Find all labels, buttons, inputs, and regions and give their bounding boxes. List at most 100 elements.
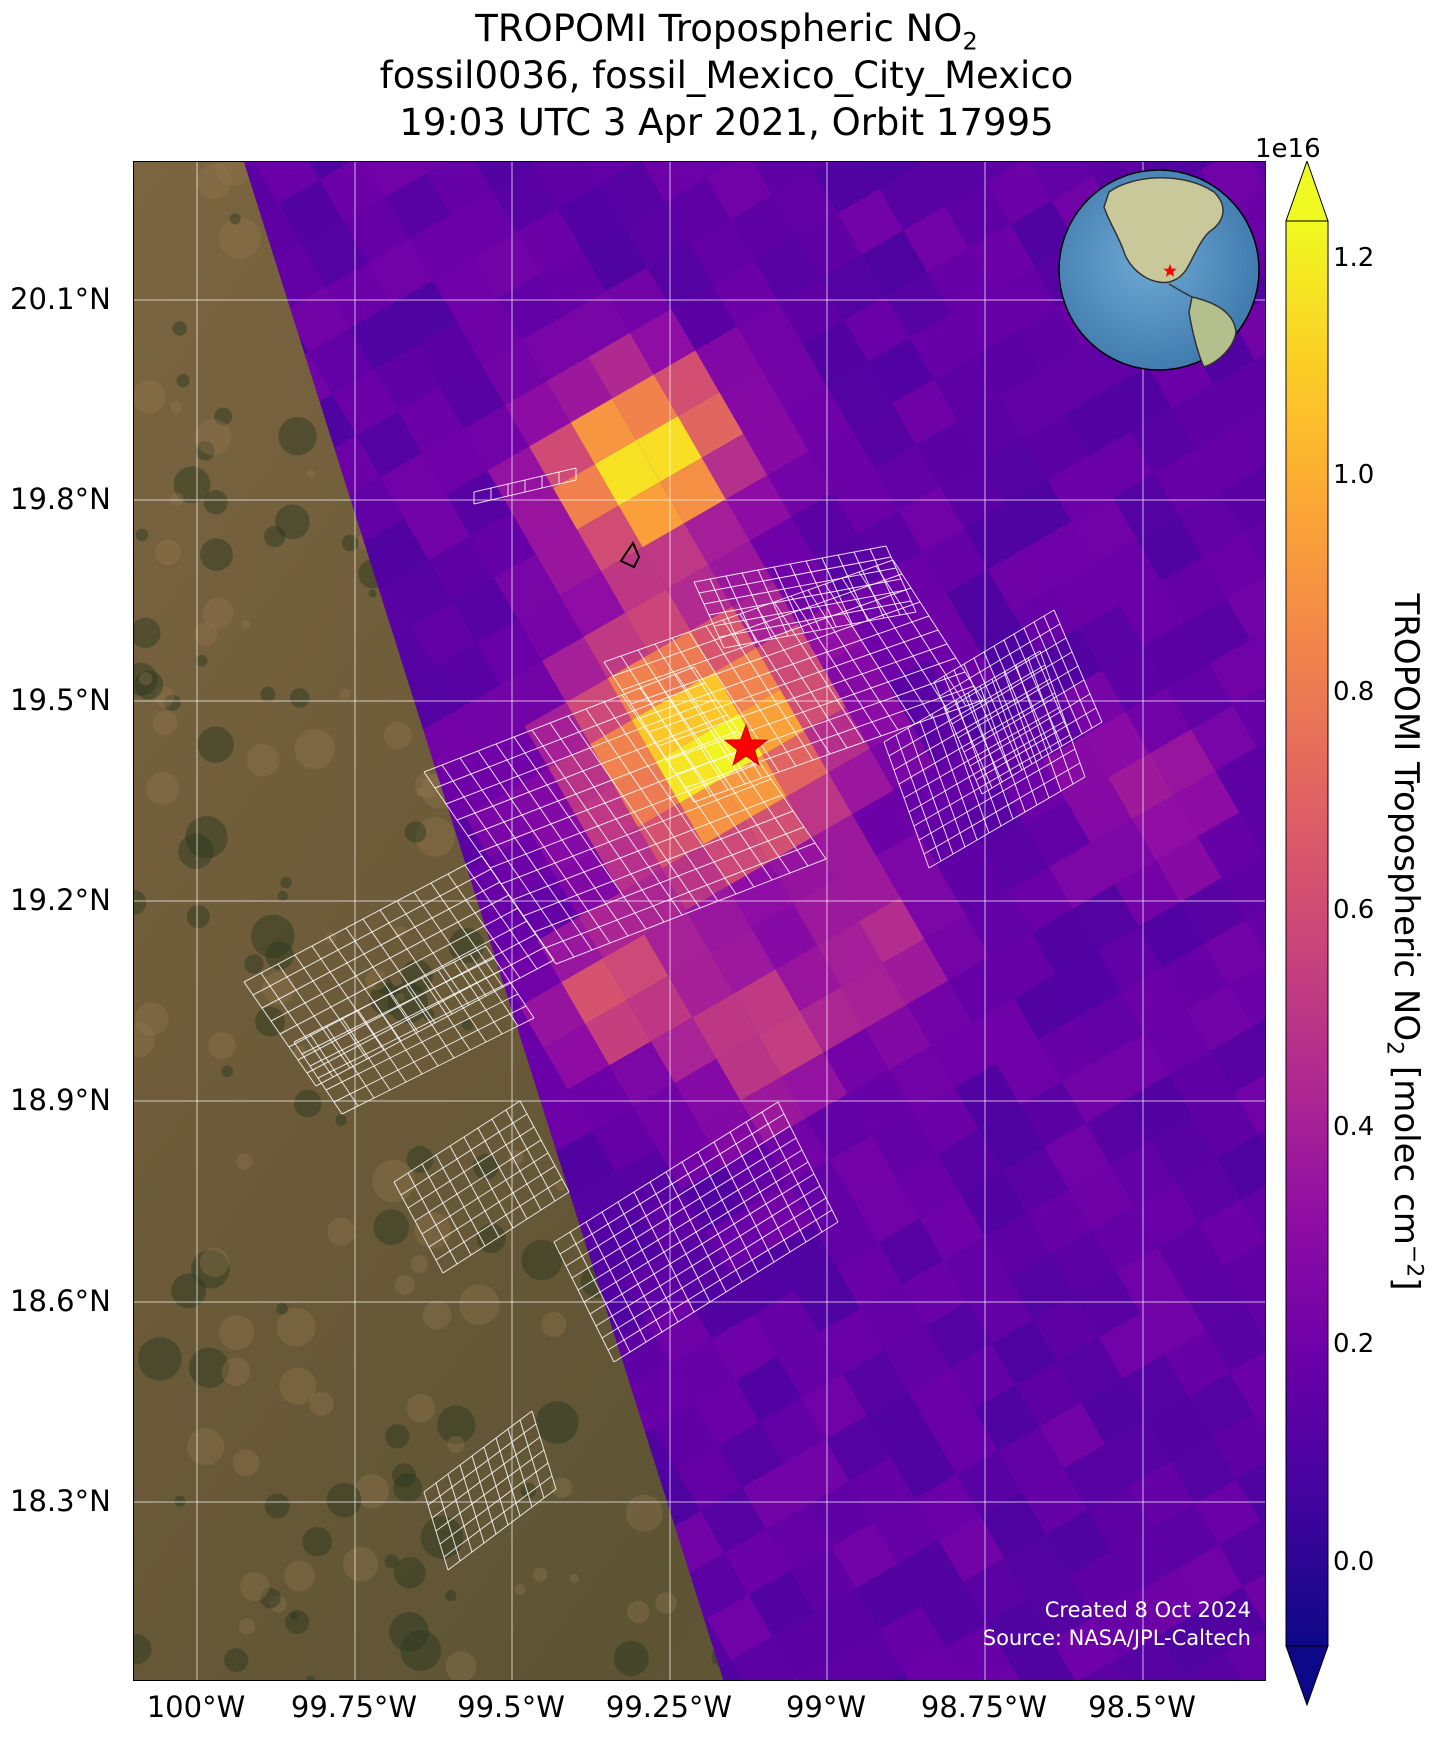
- no2-pixel: [826, 361, 893, 428]
- no2-pixel: [940, 462, 1006, 528]
- sounding-grid-line: [928, 776, 1086, 869]
- no2-pixel: [1071, 497, 1137, 564]
- no2-pixel: [567, 1065, 634, 1131]
- no2-pixel: [1149, 729, 1216, 795]
- sounding-grid-line: [967, 692, 1014, 820]
- no2-pixel: [823, 1028, 890, 1095]
- terrain-patch: [174, 1495, 186, 1507]
- no2-pixel: [938, 1516, 1005, 1582]
- terrain-patch: [246, 743, 280, 777]
- sounding-grid-line: [1003, 671, 1050, 799]
- no2-pixel: [1153, 1503, 1219, 1569]
- no2-pixel: [999, 372, 1065, 439]
- no2-pixel: [734, 969, 800, 1035]
- sounding-grid-line: [684, 685, 975, 789]
- no2-pixel: [1204, 919, 1265, 986]
- no2-pixel: [1192, 1092, 1259, 1158]
- no2-pixel: [916, 420, 982, 487]
- no2-pixel: [753, 1290, 819, 1357]
- terrain-patch: [171, 1273, 206, 1309]
- terrain-patch: [241, 619, 251, 629]
- sounding-grid-line: [423, 666, 695, 773]
- no2-pixel: [1191, 705, 1257, 771]
- no2-pixel: [854, 1177, 920, 1243]
- no2-pixel: [712, 260, 779, 327]
- no2-pixel: [684, 499, 750, 565]
- no2-pixel: [892, 379, 958, 445]
- no2-pixel: [433, 256, 499, 322]
- no2-pixel: [898, 486, 965, 552]
- no2-pixel: [961, 1170, 1027, 1237]
- no2-pixel: [1105, 1420, 1171, 1486]
- no2-pixel: [1143, 622, 1209, 688]
- terrain-patch: [326, 1482, 362, 1518]
- credit-created: Created 8 Oct 2024: [1044, 1598, 1251, 1622]
- sounding-grid-line: [511, 794, 783, 901]
- no2-pixel: [784, 385, 851, 452]
- no2-pixel: [1213, 359, 1265, 426]
- no2-pixel: [808, 427, 875, 493]
- terrain-patch: [626, 1600, 650, 1624]
- terrain-patch: [236, 1153, 253, 1170]
- terrain-patch: [191, 1249, 230, 1289]
- no2-pixel: [748, 1570, 815, 1637]
- no2-pixel: [1228, 961, 1265, 1027]
- no2-pixel: [1119, 580, 1185, 647]
- no2-pixel: [1106, 366, 1172, 432]
- no2-pixel: [791, 492, 857, 559]
- terrain-patch: [186, 905, 210, 929]
- sounding-grid-line: [723, 611, 917, 649]
- sounding-grid-line: [648, 629, 939, 733]
- sounding-grid-line: [456, 714, 728, 821]
- no2-pixel: [1029, 521, 1096, 588]
- no2-pixel: [1108, 753, 1174, 819]
- no2-pixel: [983, 825, 1049, 891]
- no2-pixel: [1144, 1009, 1211, 1075]
- colorbar-tick-0-2: 0.2: [1333, 1329, 1375, 1359]
- no2-pixel: [887, 659, 953, 725]
- colorbar-tick-0-0: 0.0: [1333, 1547, 1375, 1577]
- no2-pixel: [553, 464, 619, 530]
- sounding-grid-line: [931, 713, 978, 841]
- sounding-grid-line: [315, 959, 555, 1087]
- sounding-grid-line: [279, 907, 519, 1035]
- no2-pixel: [1199, 1199, 1265, 1266]
- no2-pixel: [1229, 1348, 1265, 1414]
- no2-pixel: [481, 339, 547, 405]
- no2-pixel: [978, 1105, 1045, 1171]
- sounding-grid-line: [421, 1163, 472, 1256]
- no2-pixel: [1226, 574, 1265, 640]
- terrain-patch: [521, 1239, 563, 1281]
- sounding-grid-line: [427, 1423, 537, 1506]
- no2-pixel: [847, 1070, 914, 1136]
- no2-pixel: [981, 438, 1048, 504]
- no2-pixel: [812, 1201, 878, 1267]
- terrain-patch: [255, 1006, 286, 1037]
- no2-pixel: [772, 171, 838, 237]
- no2-pixel: [1168, 1050, 1235, 1117]
- no2-pixel: [575, 162, 641, 185]
- no2-pixel: [900, 873, 966, 939]
- no2-pixel: [937, 1129, 1003, 1195]
- no2-pixel: [996, 1039, 1062, 1106]
- no2-pixel: [836, 1242, 902, 1309]
- sounding-grid-line: [449, 1145, 500, 1238]
- lon-label-99-75: 99.75°W: [290, 1690, 418, 1724]
- sounding-grid-line: [923, 762, 1081, 855]
- sounding-grid-line: [421, 1152, 549, 1235]
- no2-pixel: [1085, 1098, 1152, 1165]
- no2-pixel: [957, 396, 1024, 463]
- terrain-patch: [134, 1002, 169, 1036]
- sounding-grid-line: [943, 706, 990, 834]
- no2-pixel: [954, 1063, 1021, 1130]
- no2-pixel: [802, 320, 869, 386]
- terrain-patch: [276, 1307, 316, 1347]
- no2-pixel: [932, 1409, 998, 1475]
- no2-pixel: [585, 999, 651, 1066]
- no2-pixel: [574, 1172, 640, 1239]
- no2-pixel: [855, 1564, 922, 1630]
- no2-pixel: [796, 212, 862, 279]
- no2-pixel: [1063, 1444, 1130, 1510]
- graticule: [134, 162, 1265, 1680]
- no2-pixel: [807, 1481, 874, 1547]
